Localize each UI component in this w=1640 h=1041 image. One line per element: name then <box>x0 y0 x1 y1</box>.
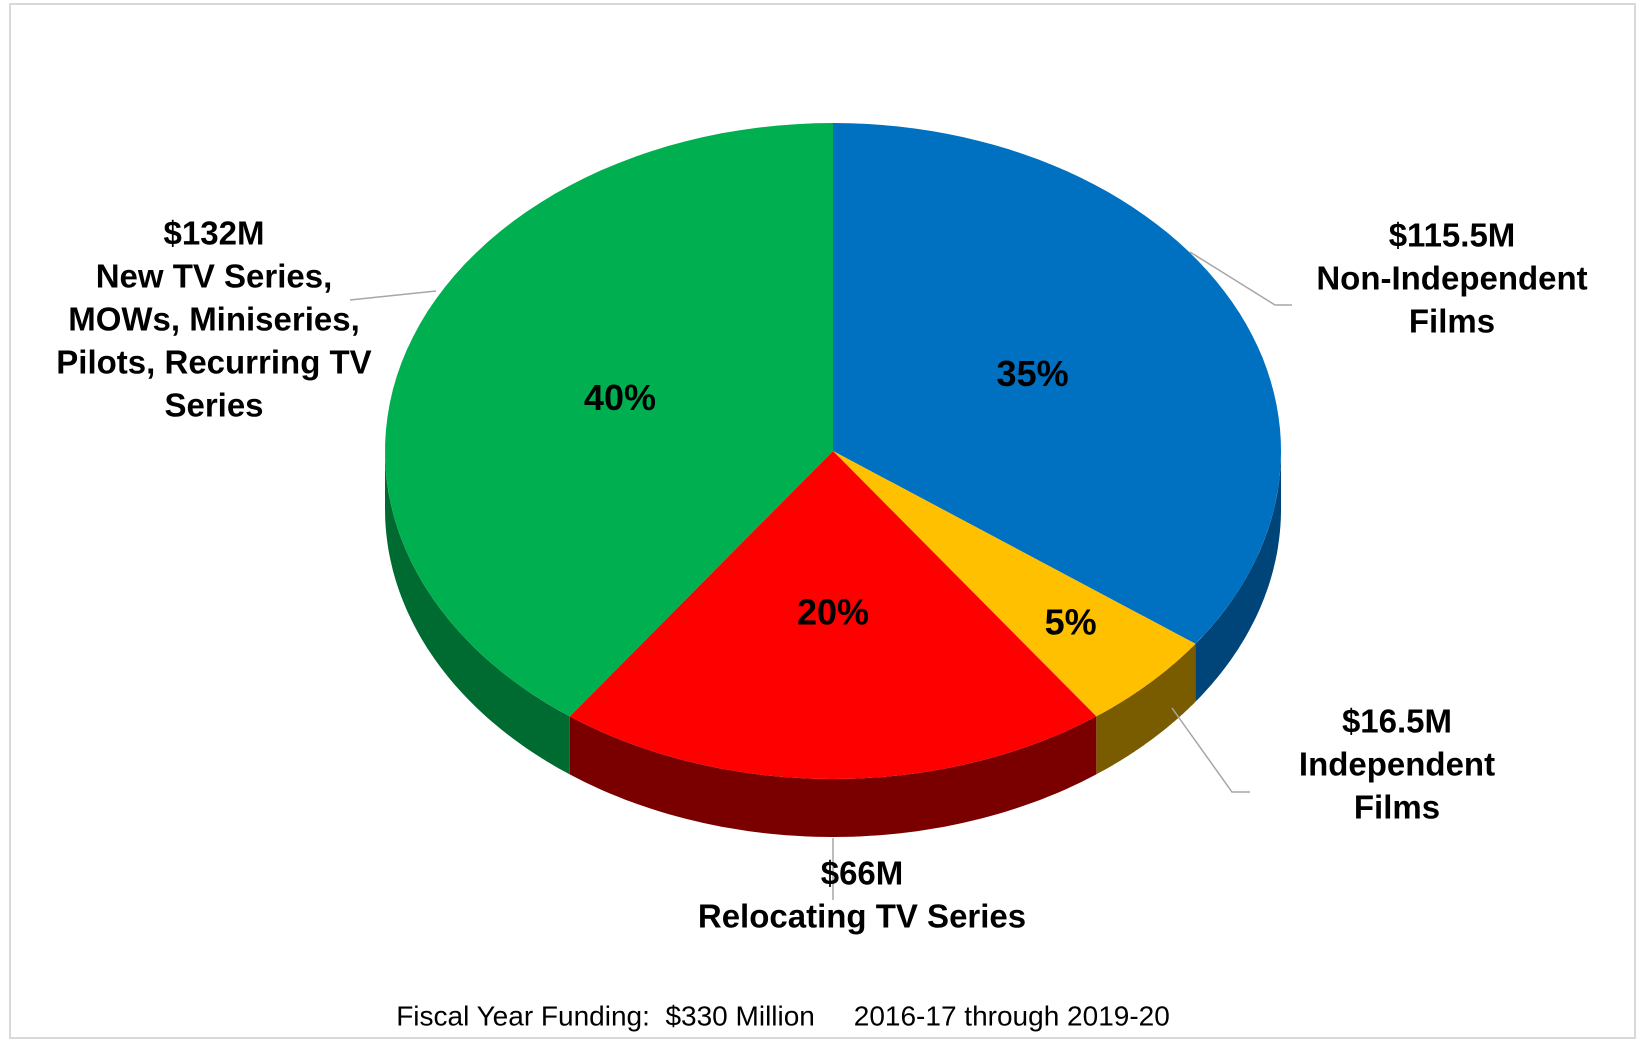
chart-note: Fiscal Year Funding: $330 Million 2016-1… <box>396 1000 1170 1031</box>
leader-line <box>1189 251 1292 306</box>
leader-line <box>349 290 437 301</box>
category-amount: $115.5M <box>1389 217 1516 254</box>
slice <box>833 123 1281 644</box>
data-label: 5% <box>1045 601 1097 642</box>
category-amount: $66M <box>821 855 904 892</box>
category-label: Series <box>164 387 263 424</box>
slice-side <box>385 451 570 775</box>
category-label: Relocating TV Series <box>698 898 1026 935</box>
slice <box>833 451 1196 717</box>
category-label: Films <box>1409 303 1495 340</box>
category-label: Films <box>1354 789 1440 826</box>
slice-side <box>569 716 1097 837</box>
leader-line <box>1171 707 1250 793</box>
data-label: 40% <box>584 377 656 418</box>
slice <box>569 451 1097 779</box>
category-label: New TV Series, <box>96 258 333 295</box>
slice <box>385 123 833 717</box>
category-label: Pilots, Recurring TV <box>56 344 371 381</box>
category-label: MOWs, Miniseries, <box>68 301 360 338</box>
category-label: Non-Independent <box>1316 260 1587 297</box>
category-amount: $132M <box>164 215 265 252</box>
category-amount: $16.5M <box>1342 703 1452 740</box>
slice-side <box>1096 643 1196 775</box>
category-label: Independent <box>1299 746 1495 783</box>
data-label: 35% <box>997 353 1069 394</box>
slice-side <box>1195 451 1281 702</box>
data-label: 20% <box>797 592 869 633</box>
